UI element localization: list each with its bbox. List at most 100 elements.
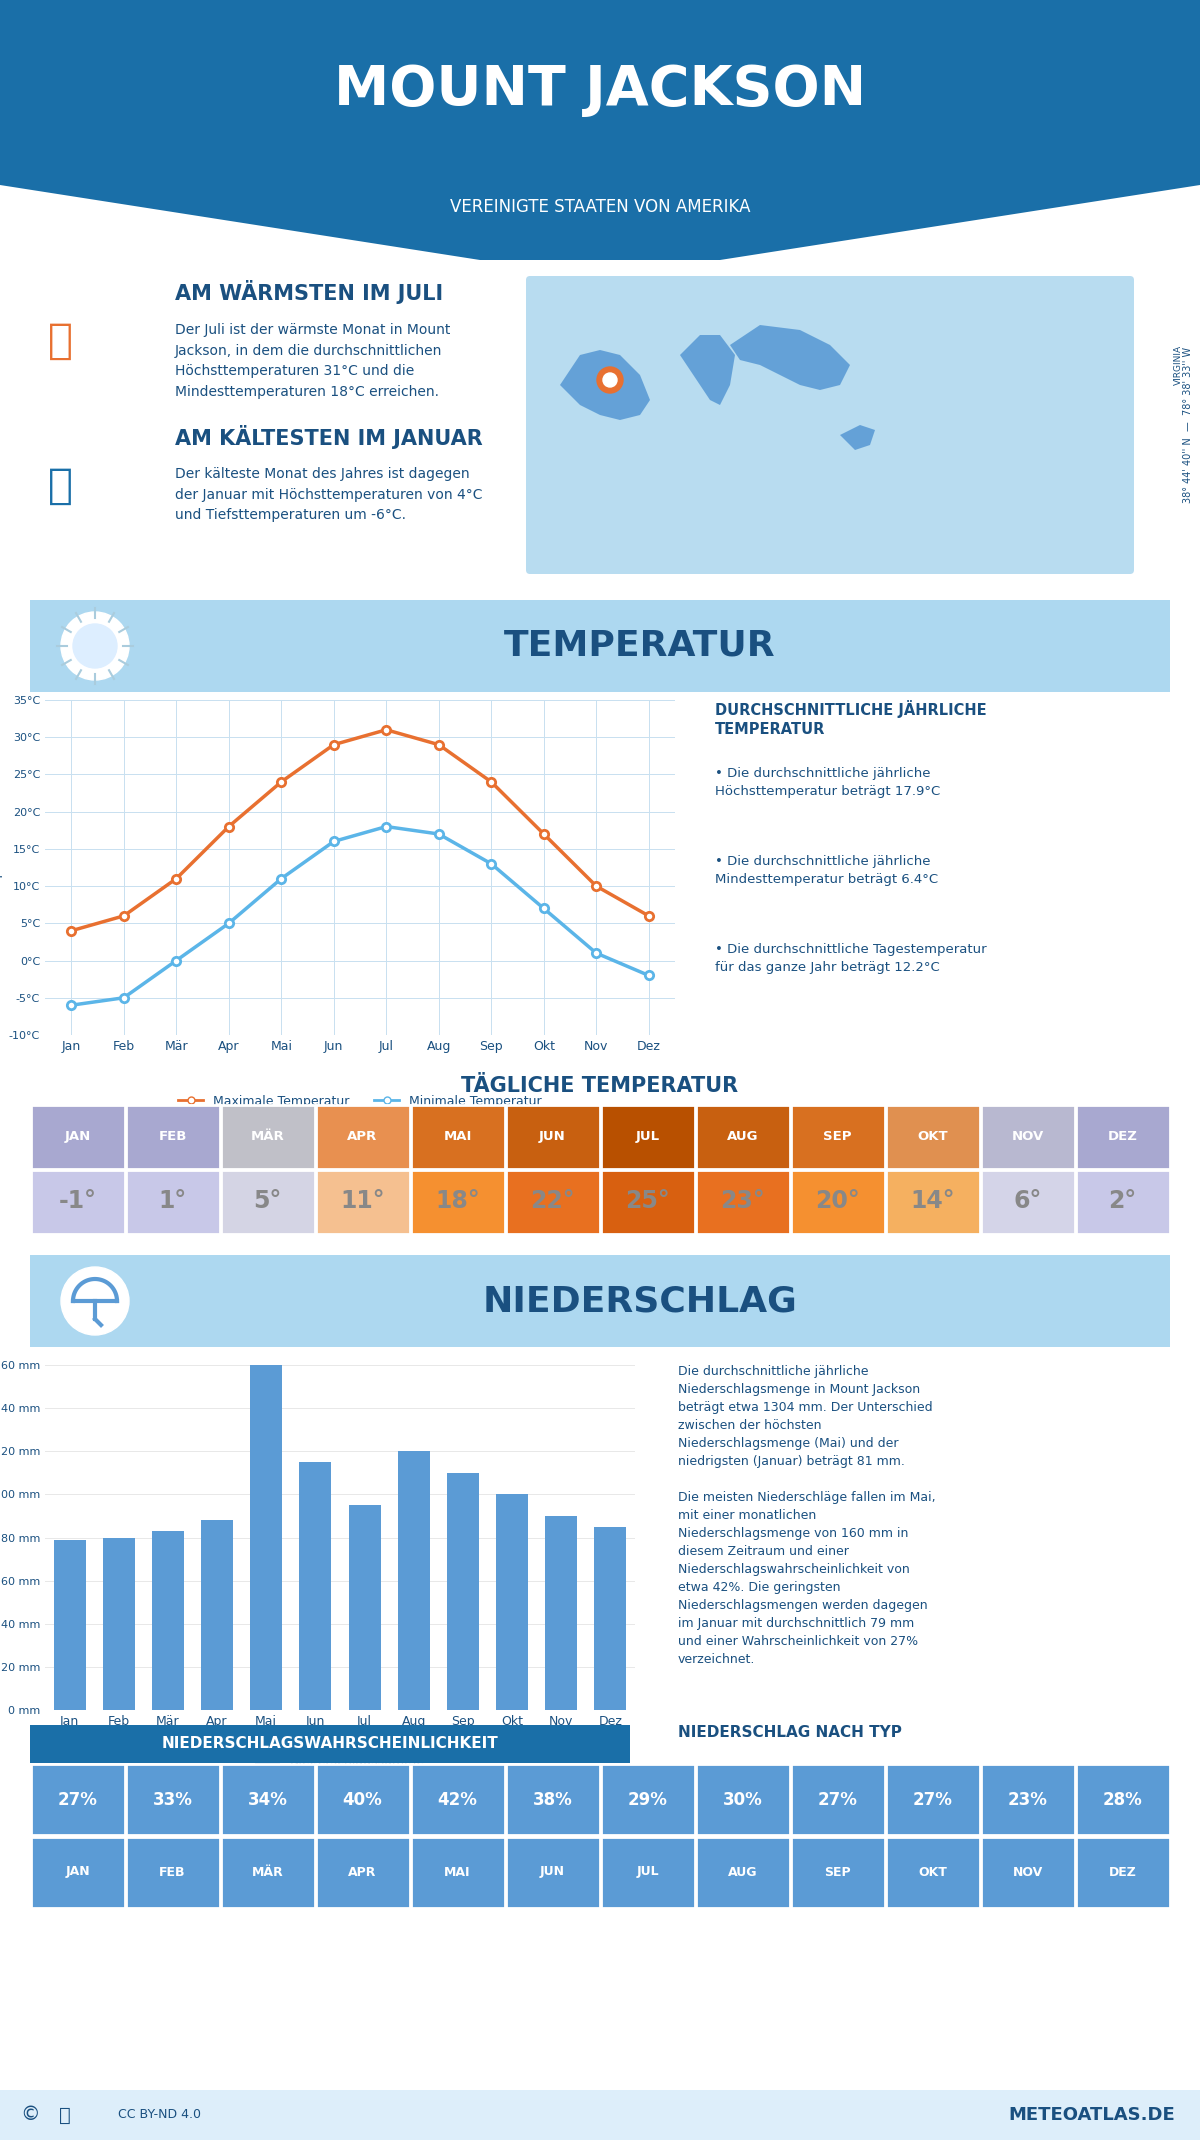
Text: MÄR: MÄR [252,1866,283,1879]
Text: FEB: FEB [158,1130,187,1143]
Text: MÄR: MÄR [251,1130,284,1143]
FancyBboxPatch shape [316,1836,409,1907]
FancyBboxPatch shape [410,1836,504,1907]
FancyBboxPatch shape [886,1763,979,1834]
FancyBboxPatch shape [221,1836,314,1907]
FancyBboxPatch shape [410,1763,504,1834]
FancyBboxPatch shape [316,1168,409,1233]
Polygon shape [730,325,850,389]
Bar [446,1472,479,1710]
Text: 22°: 22° [530,1190,575,1213]
Polygon shape [560,351,650,419]
Text: 38%: 38% [533,1791,572,1808]
Text: NIEDERSCHLAG NACH TYP: NIEDERSCHLAG NACH TYP [678,1725,902,1740]
FancyBboxPatch shape [1075,1763,1170,1834]
Text: 23°: 23° [720,1190,764,1213]
FancyBboxPatch shape [696,1104,790,1168]
FancyBboxPatch shape [410,1168,504,1233]
FancyBboxPatch shape [600,1104,695,1168]
Text: SEP: SEP [823,1130,852,1143]
FancyBboxPatch shape [505,1836,600,1907]
Text: VIRGINIA: VIRGINIA [1174,345,1182,385]
FancyBboxPatch shape [126,1763,220,1834]
Text: DEZ: DEZ [1109,1866,1136,1879]
Text: 18°: 18° [436,1190,480,1213]
Text: JAN: JAN [65,1130,91,1143]
Text: -1°: -1° [59,1190,96,1213]
Text: FEB: FEB [160,1866,186,1879]
FancyBboxPatch shape [126,1168,220,1233]
FancyBboxPatch shape [30,1104,125,1168]
FancyBboxPatch shape [600,1836,695,1907]
Circle shape [61,612,130,681]
FancyBboxPatch shape [30,1725,630,1763]
Text: NOV: NOV [1013,1866,1043,1879]
Text: ⓘ: ⓘ [59,2106,71,2125]
Text: 42%: 42% [438,1791,478,1808]
FancyBboxPatch shape [791,1168,884,1233]
FancyBboxPatch shape [696,1763,790,1834]
FancyBboxPatch shape [696,1836,790,1907]
FancyBboxPatch shape [526,276,1134,574]
FancyBboxPatch shape [0,2091,1200,2140]
Text: 27%: 27% [58,1791,97,1808]
Text: NIEDERSCHLAGSWAHRSCHEINLICHKEIT: NIEDERSCHLAGSWAHRSCHEINLICHKEIT [162,1736,498,1751]
Text: DURCHSCHNITTLICHE JÄHRLICHE
TEMPERATUR: DURCHSCHNITTLICHE JÄHRLICHE TEMPERATUR [715,700,986,736]
Text: ©: © [20,2106,40,2125]
FancyBboxPatch shape [30,1763,125,1834]
FancyBboxPatch shape [1075,1836,1170,1907]
Text: Der kälteste Monat des Jahres ist dagegen
der Januar mit Höchsttemperaturen von : Der kälteste Monat des Jahres ist dagege… [175,467,482,522]
Text: CC BY-ND 4.0: CC BY-ND 4.0 [119,2108,202,2121]
FancyBboxPatch shape [30,1168,125,1233]
Text: AUG: AUG [727,1866,757,1879]
FancyBboxPatch shape [410,1104,504,1168]
Circle shape [598,366,623,394]
FancyBboxPatch shape [1075,1104,1170,1168]
Text: NIEDERSCHLAG: NIEDERSCHLAG [482,1284,797,1318]
Text: DEZ: DEZ [1108,1130,1138,1143]
Bar [545,1515,577,1710]
Text: 14°: 14° [910,1190,955,1213]
Text: JUN: JUN [539,1130,566,1143]
Text: 2°: 2° [1109,1190,1136,1213]
Text: JAN: JAN [65,1866,90,1879]
FancyBboxPatch shape [600,1168,695,1233]
Text: • Die durchschnittliche jährliche
Höchsttemperatur beträgt 17.9°C: • Die durchschnittliche jährliche Höchst… [715,766,941,798]
Bar [251,1365,282,1710]
Text: OKT: OKT [917,1130,948,1143]
FancyBboxPatch shape [30,1836,125,1907]
Bar [594,1526,626,1710]
FancyBboxPatch shape [980,1836,1074,1907]
Bar [103,1537,134,1710]
Text: METEOATLAS.DE: METEOATLAS.DE [1008,2106,1175,2125]
Text: JUL: JUL [636,1130,660,1143]
FancyBboxPatch shape [126,1104,220,1168]
Text: 🌡: 🌡 [48,321,72,362]
Bar [300,1462,331,1710]
Polygon shape [680,336,734,404]
FancyBboxPatch shape [505,1104,600,1168]
FancyBboxPatch shape [791,1104,884,1168]
Bar [397,1451,430,1710]
Text: 🌡: 🌡 [48,464,72,507]
Text: 11°: 11° [340,1190,385,1213]
FancyBboxPatch shape [1075,1168,1170,1233]
FancyBboxPatch shape [221,1168,314,1233]
Bar [202,1519,233,1710]
Text: SEP: SEP [824,1866,851,1879]
Bar [54,1539,85,1710]
Legend: Niederschlagssumme: Niederschlagssumme [250,1751,430,1772]
Text: Die durchschnittliche jährliche
Niederschlagsmenge in Mount Jackson
beträgt etwa: Die durchschnittliche jährliche Niedersc… [678,1365,936,1667]
FancyBboxPatch shape [600,1763,695,1834]
Text: 25°: 25° [625,1190,670,1213]
Y-axis label: Temperatur: Temperatur [0,832,4,903]
FancyBboxPatch shape [316,1104,409,1168]
FancyBboxPatch shape [980,1104,1074,1168]
Text: Der Juli ist der wärmste Monat in Mount
Jackson, in dem die durchschnittlichen
H: Der Juli ist der wärmste Monat in Mount … [175,323,450,398]
FancyBboxPatch shape [980,1168,1074,1233]
FancyBboxPatch shape [886,1104,979,1168]
FancyBboxPatch shape [505,1168,600,1233]
Text: 29%: 29% [628,1791,667,1808]
Text: 20°: 20° [815,1190,860,1213]
Text: VEREINIGTE STAATEN VON AMERIKA: VEREINIGTE STAATEN VON AMERIKA [450,199,750,216]
